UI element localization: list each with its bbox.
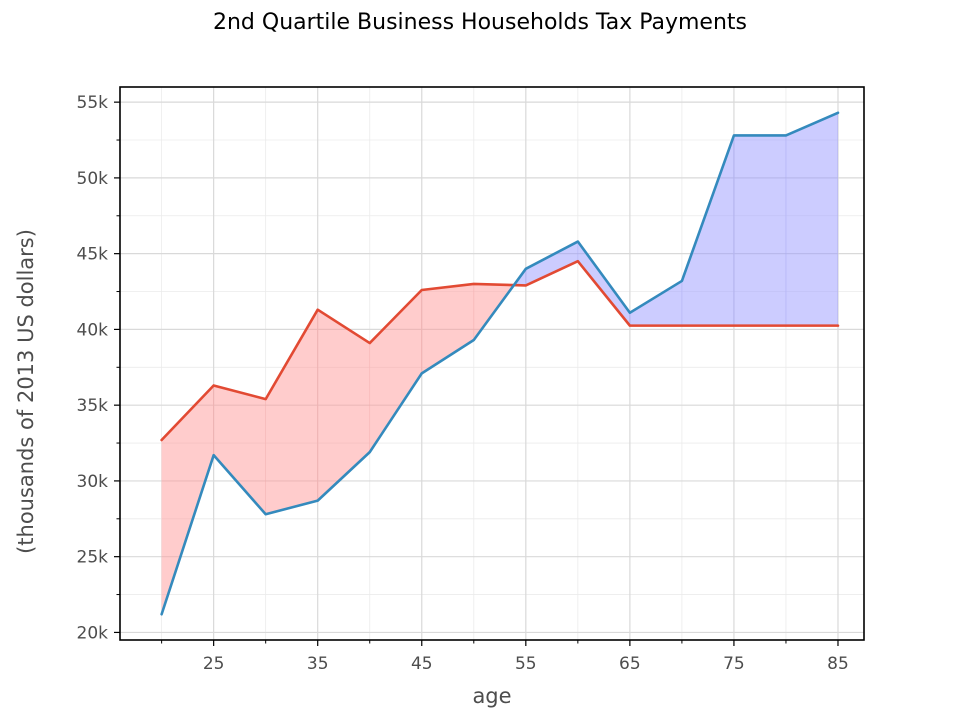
fill-between-segment: [421, 283, 475, 374]
fill-between-segment: [681, 135, 735, 326]
y-tick-label: 55k: [77, 93, 109, 113]
series-line-1: [160, 259, 840, 442]
y-tick-label: 30k: [77, 472, 109, 492]
y-tick-label: 45k: [77, 245, 109, 265]
x-tick-label: 55: [515, 654, 537, 674]
y-tick-label: 20k: [77, 623, 109, 643]
x-tick-label: 75: [723, 654, 745, 674]
y-tick-label: 25k: [77, 548, 109, 568]
fill-between-segment: [265, 308, 318, 515]
grid: [120, 87, 864, 640]
axis-ticks: 25 35 45 55 65 75 85 20k 25k 30k 35k 40k 45k 50k 55k: [77, 93, 849, 674]
fill-between-segment: [629, 280, 683, 326]
chart-title: 2nd Quartile Business Households Tax Pay…: [212, 10, 747, 35]
fill-between-segment: [369, 289, 423, 453]
series-lines: [160, 111, 840, 616]
x-tick-label: 65: [619, 654, 641, 674]
y-tick-label: 50k: [77, 169, 109, 189]
y-tick-label: 40k: [77, 320, 109, 340]
series-line-2: [160, 111, 840, 616]
x-axis-label: age: [472, 684, 511, 708]
fill-between-segment: [213, 385, 266, 515]
fill-between-segment: [161, 384, 214, 615]
x-tick-label: 85: [827, 654, 849, 674]
x-tick-label: 35: [307, 654, 329, 674]
x-tick-label: 25: [203, 654, 225, 674]
y-axis-label: (thousands of 2013 US dollars): [14, 229, 38, 554]
fill-between-segment: [785, 112, 839, 326]
fill-between-area: [161, 112, 839, 615]
y-tick-label: 35k: [77, 396, 109, 416]
x-tick-label: 45: [411, 654, 433, 674]
plot-frame: [119, 86, 865, 641]
fill-between-segment: [733, 135, 787, 326]
